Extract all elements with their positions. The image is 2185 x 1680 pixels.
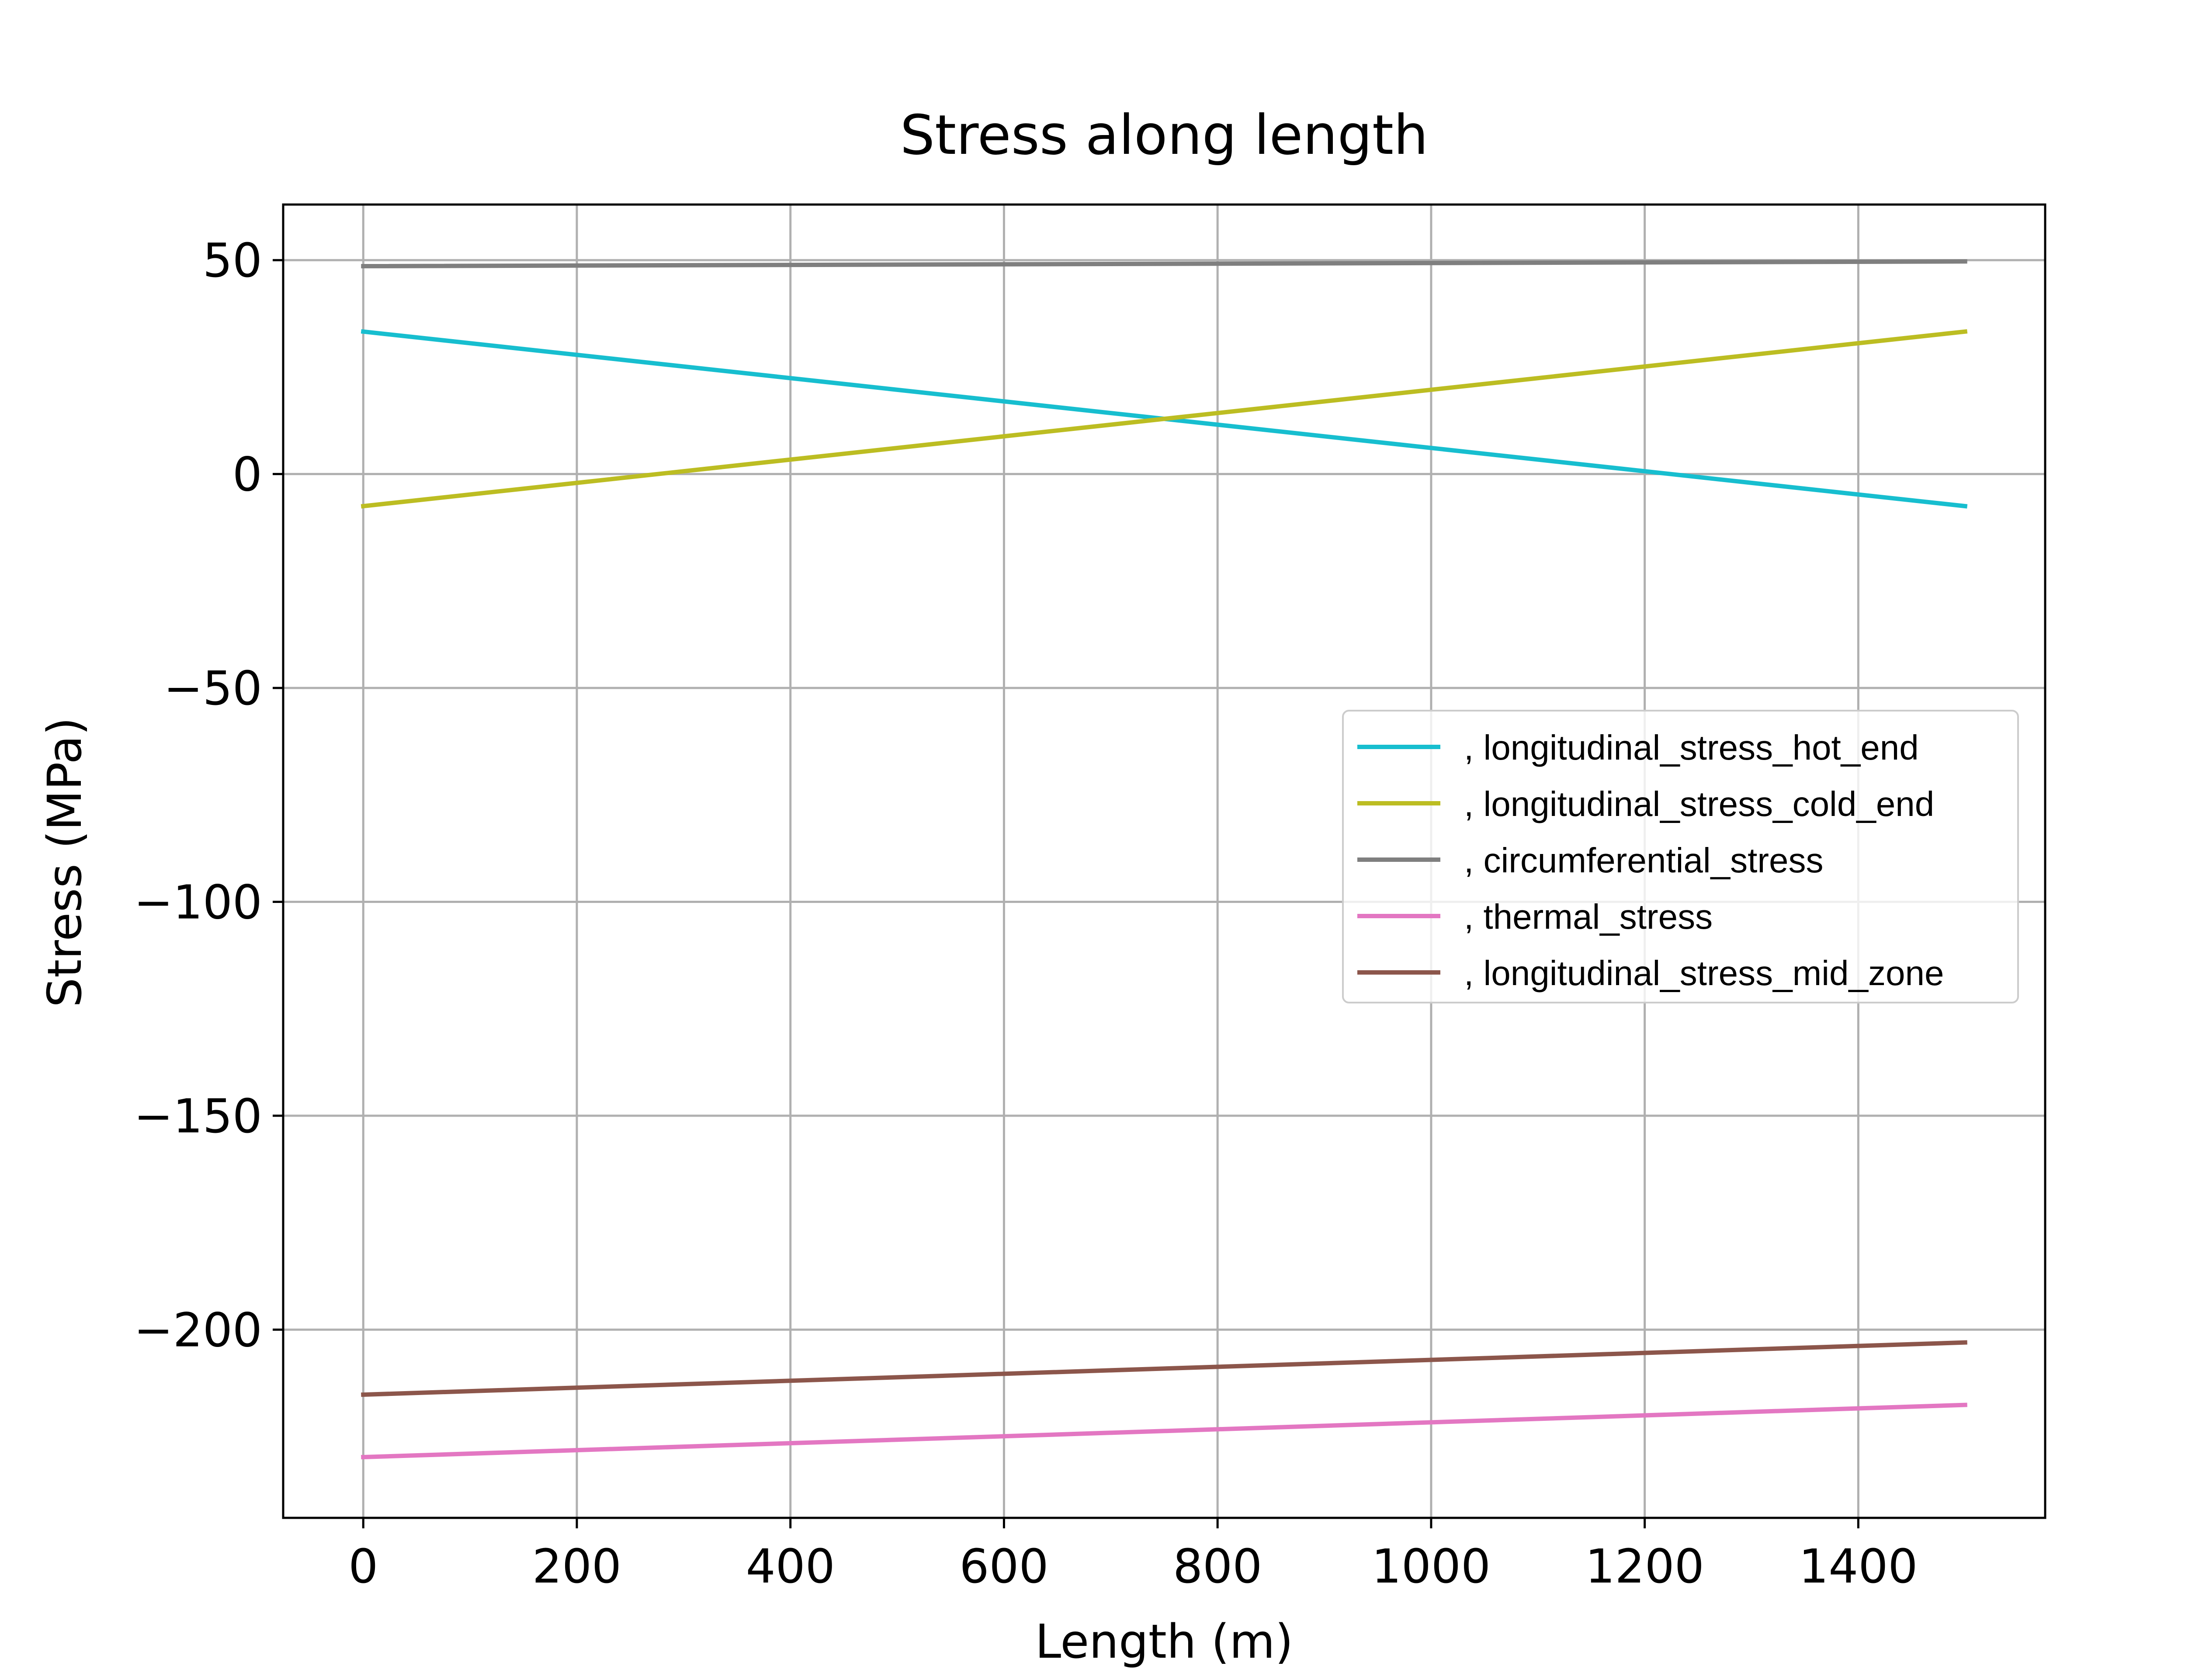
y-tick-label: −50 — [163, 662, 262, 716]
series-line — [361, 1340, 1967, 1397]
legend-label: , thermal_stress — [1464, 897, 1713, 936]
y-axis-label: Stress (MPa) — [38, 717, 92, 1007]
x-tick-label: 0 — [348, 1540, 378, 1594]
axes-frame — [282, 203, 2046, 1519]
x-tick-label: 600 — [959, 1540, 1048, 1594]
y-tick-label: −150 — [134, 1090, 262, 1144]
x-axis-label: Length (m) — [1035, 1615, 1294, 1669]
legend-label: , longitudinal_stress_mid_zone — [1464, 954, 1944, 993]
series-line — [361, 259, 1967, 269]
series-line — [361, 1402, 1967, 1460]
legend-label: , longitudinal_stress_cold_end — [1464, 784, 1934, 823]
x-tick-label: 400 — [746, 1540, 835, 1594]
x-tick-label: 1400 — [1799, 1540, 1918, 1594]
y-tick-label: 0 — [232, 448, 262, 502]
chart-title: Stress along length — [900, 104, 1428, 167]
legend-label: , longitudinal_stress_hot_end — [1464, 728, 1919, 767]
series-line — [361, 329, 1968, 509]
grid-layer — [283, 205, 2045, 1518]
y-tick-label: −200 — [134, 1303, 262, 1357]
x-tick-label: 800 — [1173, 1540, 1262, 1594]
legend-box — [1342, 710, 2019, 1003]
y-tick-label: −100 — [134, 875, 262, 930]
series-layer — [361, 259, 1968, 1460]
y-tick-label: 50 — [203, 234, 262, 288]
legend-label: , circumferential_stress — [1464, 841, 1823, 880]
tick-layer: 0 200 400 600 800 1000 1200 1400 50 0 −50 −100 −150 −… — [134, 234, 1918, 1594]
x-tick-label: 1200 — [1585, 1540, 1704, 1594]
x-tick-label: 1000 — [1372, 1540, 1491, 1594]
legend: , longitudinal_stress_hot_end , longitudi… — [1342, 710, 2019, 1003]
x-tick-label: 200 — [532, 1540, 621, 1594]
